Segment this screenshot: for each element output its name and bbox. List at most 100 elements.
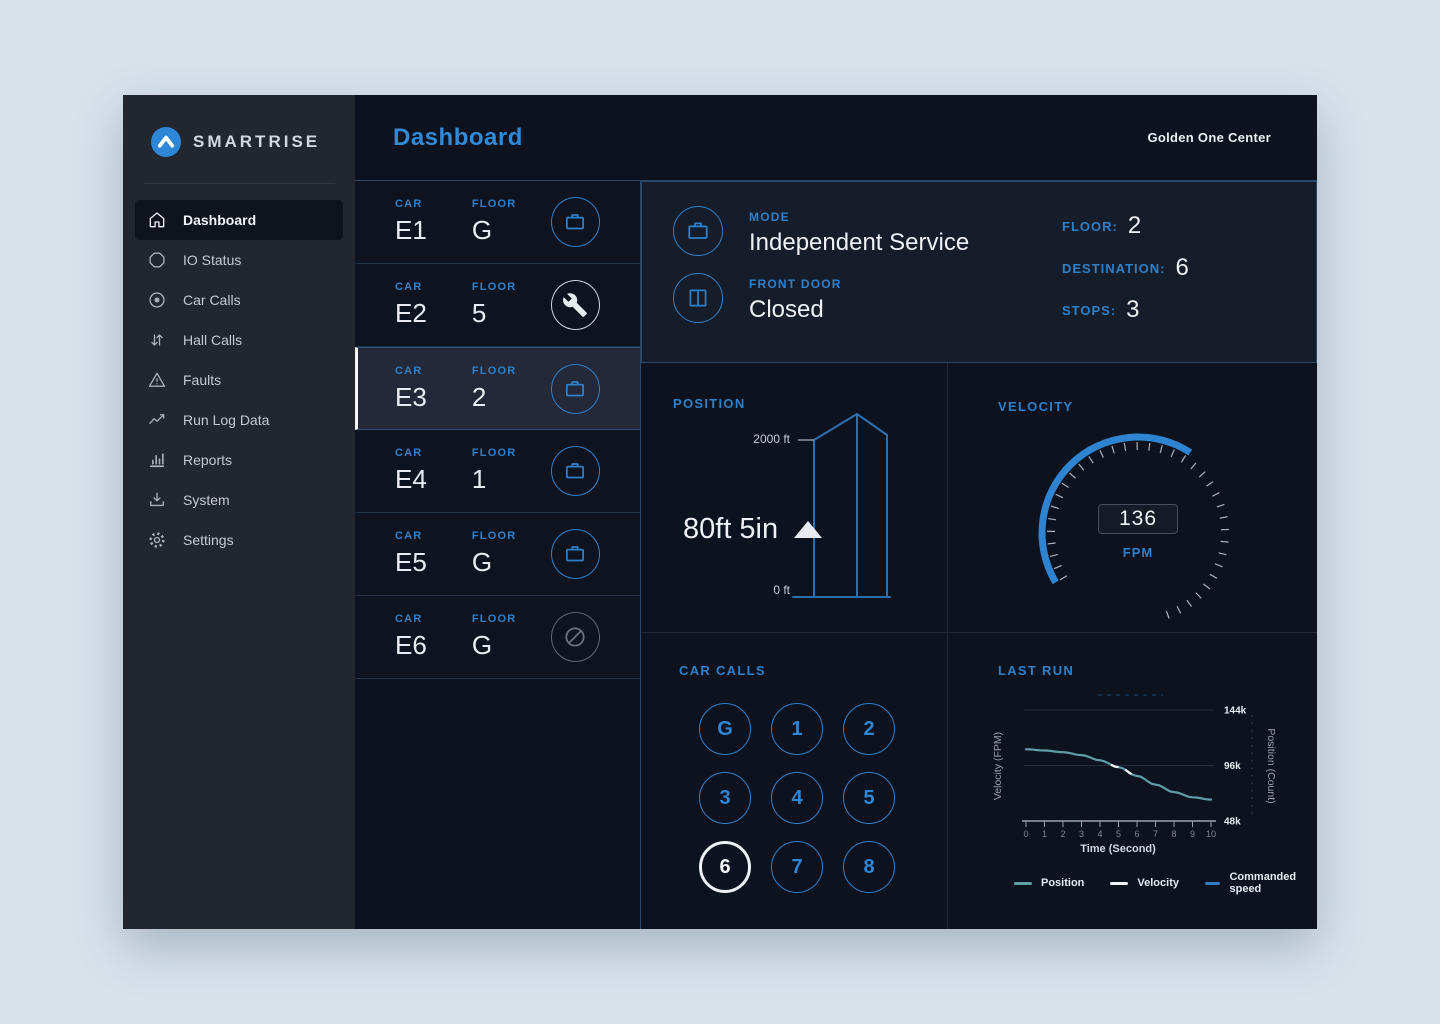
svg-text:8: 8 — [1171, 829, 1176, 839]
car-call-button-g[interactable]: G — [699, 703, 751, 755]
header: Dashboard Golden One Center — [355, 95, 1317, 180]
svg-text:3: 3 — [1079, 829, 1084, 839]
door-icon — [673, 273, 723, 323]
car-call-button-2[interactable]: 2 — [843, 703, 895, 755]
sidebar-divider — [143, 183, 335, 184]
position-series-swatch — [1014, 881, 1032, 885]
destination-stat-label: DESTINATION: — [1062, 260, 1166, 276]
sidebar-item-run-log-data[interactable]: Run Log Data — [135, 400, 343, 440]
car-value: E5 — [395, 547, 427, 577]
app-window: SMARTRISE Dashboard IO Status Car Calls — [123, 95, 1317, 929]
car-row-e2[interactable]: CAR E2 FLOOR 5 — [355, 264, 640, 347]
car-row-e1[interactable]: CAR E1 FLOOR G — [355, 181, 640, 264]
car-calls-icon — [147, 290, 167, 310]
sidebar-item-label: Car Calls — [183, 292, 241, 308]
content: CAR E1 FLOOR G CAR E2 FLOOR 5 CAR E3 FLOOR 2 — [355, 180, 1317, 929]
legend-item-commanded-speed: Commanded speed — [1204, 871, 1317, 895]
floor-label: FLOOR — [471, 613, 517, 625]
car-row-e6[interactable]: CAR E6 FLOOR G — [355, 596, 640, 679]
smartrise-logo-icon — [151, 127, 181, 157]
sidebar-item-io-status[interactable]: IO Status — [135, 240, 343, 280]
position-title: POSITION — [673, 396, 746, 411]
sidebar-item-label: System — [183, 492, 230, 508]
front-door-status: FRONT DOOR Closed — [673, 273, 969, 324]
site-name: Golden One Center — [1147, 130, 1271, 145]
car-value: E3 — [395, 381, 427, 412]
brand-name: SMARTRISE — [193, 132, 321, 151]
svg-text:7: 7 — [1153, 829, 1158, 839]
briefcase-icon — [550, 446, 600, 496]
velocity-title: VELOCITY — [998, 399, 1074, 414]
sidebar-item-label: Run Log Data — [183, 412, 270, 428]
no-entry-icon — [550, 612, 600, 662]
sidebar-item-label: Dashboard — [183, 212, 257, 228]
car-value: E6 — [395, 630, 427, 660]
mode-status: MODE Independent Service — [673, 206, 969, 257]
sidebar-item-label: Hall Calls — [183, 332, 243, 348]
main-area: Dashboard Golden One Center CAR E1 FLOOR G… — [355, 95, 1317, 929]
car-label: CAR — [395, 530, 423, 542]
sidebar-item-label: Settings — [183, 532, 234, 548]
svg-text:9: 9 — [1190, 829, 1195, 839]
right-side: MODE Independent Service FRONT DOOR Clos… — [641, 181, 1317, 929]
briefcase-icon — [550, 363, 600, 414]
briefcase-icon — [550, 529, 600, 579]
page-title: Dashboard — [393, 123, 523, 151]
wrench-icon — [550, 280, 600, 330]
sidebar-item-reports[interactable]: Reports — [135, 440, 343, 480]
stops-stat-label: STOPS: — [1062, 302, 1117, 318]
last-run-panel: LAST RUN 144k 96k 48k 0 1 2 3 4 5 6 7 8 9 10 Velocit… — [948, 633, 1317, 929]
velocity-series-swatch — [1110, 881, 1129, 885]
legend-item-velocity: Velocity — [1110, 877, 1179, 889]
sidebar-item-label: IO Status — [183, 252, 242, 268]
floor-stat-label: FLOOR: — [1062, 218, 1118, 234]
svg-text:1: 1 — [1042, 829, 1047, 839]
svg-text:96k: 96k — [1224, 761, 1241, 772]
building-diagram — [792, 413, 891, 598]
floor-label: FLOOR — [471, 530, 517, 542]
car-label: CAR — [395, 447, 423, 459]
sidebar-item-label: Reports — [183, 452, 233, 468]
velocity-value: 136 — [1118, 507, 1158, 530]
io-status-icon — [147, 250, 167, 270]
velocity-readout: 136 — [1098, 504, 1178, 534]
car-label: CAR — [395, 613, 423, 625]
car-call-button-8[interactable]: 8 — [843, 841, 895, 893]
car-label: CAR — [395, 364, 423, 377]
car-row-e3[interactable]: CAR E3 FLOOR 2 — [355, 347, 640, 430]
svg-text:0: 0 — [1023, 829, 1028, 839]
front-door-value: Closed — [749, 296, 824, 323]
sidebar-item-hall-calls[interactable]: Hall Calls — [135, 320, 343, 360]
svg-text:2: 2 — [1060, 829, 1065, 839]
sidebar-item-system[interactable]: System — [135, 480, 343, 520]
velocity-unit: FPM — [1122, 545, 1154, 560]
panels-grid: POSITION 2000 ft 0 ft 80ft — [641, 363, 1317, 929]
car-call-button-4[interactable]: 4 — [771, 772, 823, 824]
last-run-chart: 144k 96k 48k 0 1 2 3 4 5 6 7 8 9 10 Velocity (FPM) P… — [992, 694, 1277, 855]
briefcase-icon — [550, 197, 600, 247]
car-call-button-5[interactable]: 5 — [843, 772, 895, 824]
trend-line-icon — [147, 410, 167, 430]
scale-bottom-label: 0 ft — [773, 583, 790, 597]
car-row-e4[interactable]: CAR E4 FLOOR 1 — [355, 430, 640, 513]
x-axis-label: Time (Second) — [1080, 843, 1156, 855]
car-row-e5[interactable]: CAR E5 FLOOR G — [355, 513, 640, 596]
scale-top-label: 2000 ft — [753, 432, 790, 446]
car-label: CAR — [395, 281, 423, 293]
commanded-speed-series-swatch — [1204, 881, 1221, 885]
svg-text:6: 6 — [1134, 829, 1139, 839]
floor-stat: FLOOR: 2 — [1062, 212, 1189, 240]
sidebar-item-faults[interactable]: Faults — [135, 360, 343, 400]
sidebar-item-settings[interactable]: Settings — [135, 520, 343, 560]
car-call-button-3[interactable]: 3 — [699, 772, 751, 824]
floor-label: FLOOR — [471, 198, 517, 210]
car-call-button-1[interactable]: 1 — [771, 703, 823, 755]
sidebar-item-car-calls[interactable]: Car Calls — [135, 280, 343, 320]
last-run-title: LAST RUN — [998, 663, 1075, 678]
stops-stat: STOPS: 3 — [1062, 296, 1189, 324]
sidebar: SMARTRISE Dashboard IO Status Car Calls — [123, 95, 355, 929]
car-call-button-7[interactable]: 7 — [771, 841, 823, 893]
sidebar-item-dashboard[interactable]: Dashboard — [135, 200, 343, 240]
direction-up-icon — [794, 521, 823, 538]
car-call-button-6[interactable]: 6 — [699, 841, 751, 893]
